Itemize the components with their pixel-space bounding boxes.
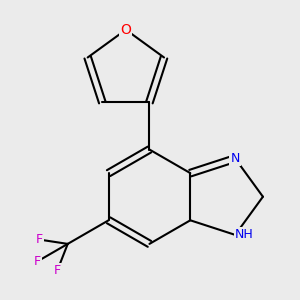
- Text: F: F: [36, 233, 43, 246]
- Text: N: N: [230, 152, 240, 165]
- Text: F: F: [54, 264, 61, 277]
- Text: O: O: [120, 23, 131, 37]
- Text: NH: NH: [235, 228, 254, 242]
- Text: F: F: [34, 255, 40, 268]
